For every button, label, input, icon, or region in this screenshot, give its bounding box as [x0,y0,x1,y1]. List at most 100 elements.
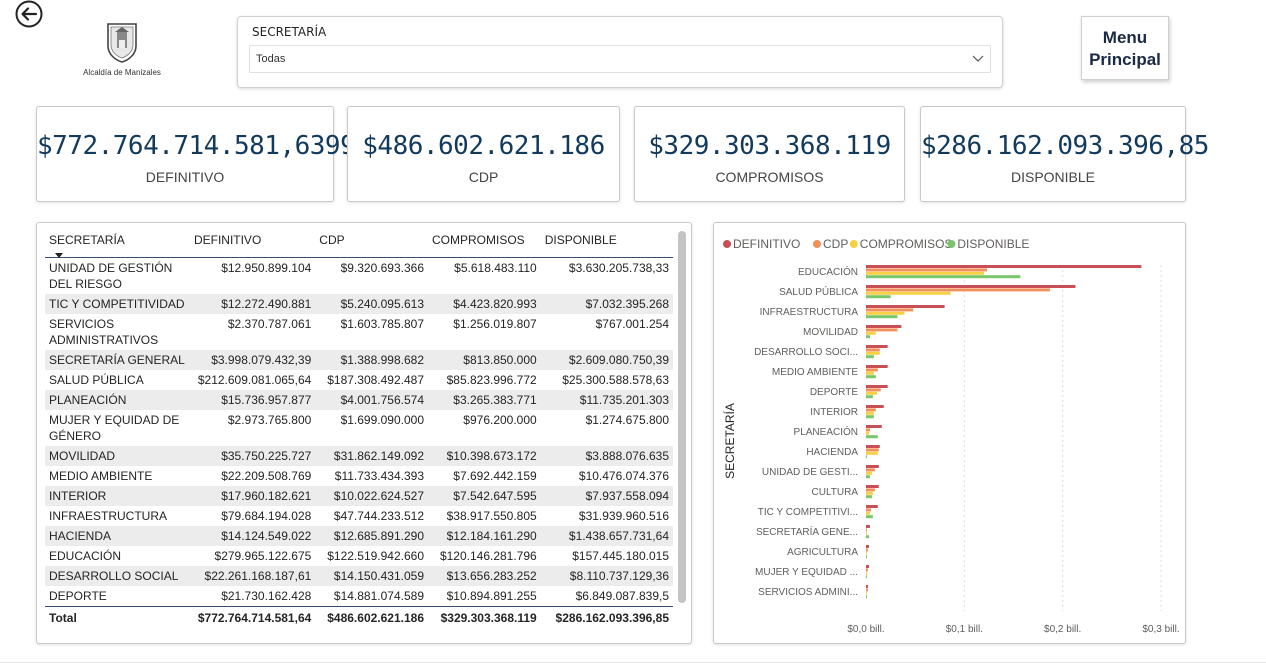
total-label: Total [45,606,190,628]
menu-button-line1: Menu [1102,28,1148,47]
table-row[interactable]: MEDIO AMBIENTE $22.209.508.769 $11.733.434… [45,466,673,486]
bar-cdp [866,308,914,312]
table-cell-value: $1.388.998.682 [315,350,428,370]
bar-disponible [866,415,874,419]
bar-cdp [866,568,868,572]
column-header-definitivo[interactable]: DEFINITIVO [189,231,316,258]
y-tick-label: UNIDAD DE GESTI... [762,467,858,478]
bar-chart: DEFINITIVO CDP COMPROMISOS DISPONIBLE $0,0 b… [722,237,1180,635]
table-scrollbar[interactable] [678,231,686,603]
table-row[interactable]: SECRETARÍA GENERAL $3.998.079.432,39 $1.38… [45,350,673,370]
table-row[interactable]: MUJER Y EQUIDAD DE GÉNERO $2.973.765.800 $… [45,410,673,446]
table-cell-value: $31.862.149.092 [315,446,428,466]
bar-compromisos [866,531,867,535]
table-cell-value: $767.001.254 [595,317,669,331]
table-row[interactable]: EDUCACIÓN $279.965.122.675 $122.519.942.66… [45,546,673,566]
bottom-divider [0,662,1266,663]
table-cell-value: $15.736.957.877 [189,390,316,410]
table-cell-value: $1.699.090.000 [340,413,424,427]
table-row[interactable]: TIC Y COMPETITIVIDAD $12.272.490.881 $5.24… [45,294,673,314]
y-tick-label: MUJER Y EQUIDAD ... [755,567,858,578]
bar-definitivo [866,265,1142,268]
table-cell-secretaria: INFRAESTRUCTURA [49,509,168,523]
bar-compromisos [866,591,867,595]
table-row[interactable]: INFRAESTRUCTURA $79.684.194.028 $47.744.23… [45,506,673,526]
bar-cdp [866,328,898,332]
table-row[interactable]: INTERIOR $17.960.182.621 $10.022.624.527 $7… [45,486,673,506]
kpi-card-compromisos: $329.303.368.119 COMPROMISOS [634,106,905,202]
bar-compromisos [866,491,873,495]
table-row[interactable]: DESARROLLO SOCIAL $22.261.168.187,61 $14.1… [45,566,673,586]
table-cell-value: $10.398.673.172 [428,446,541,466]
bar-compromisos [866,471,872,475]
table-cell-value: $4.423.820.993 [428,294,541,314]
bar-disponible [866,395,873,399]
table-row[interactable]: HACIENDA $14.124.549.022 $12.685.891.290 $1… [45,526,673,546]
column-header-label: SECRETARÍA [49,233,125,247]
slicer-selected-value: Todas [256,53,286,65]
back-arrow-icon[interactable] [14,0,44,30]
bar-disponible [866,455,867,459]
bar-cdp [866,428,870,432]
table-cell-value: $38.917.550.805 [446,509,537,523]
bar-disponible [866,475,870,479]
table-cell-secretaria: SECRETARÍA GENERAL [45,350,190,370]
bar-compromisos [866,411,874,415]
total-value: $486.602.621.186 [315,606,428,628]
table-cell-value: $4.001.756.574 [315,390,428,410]
table-cell-value: $12.184.161.290 [428,526,541,546]
legend-marker [813,240,821,248]
bar-definitivo [866,485,879,488]
total-value: $772.764.714.581,64 [189,606,316,628]
bar-compromisos [866,351,880,355]
bar-disponible [866,295,891,299]
table-row[interactable]: SALUD PÚBLICA $212.609.081.065,64 $187.308… [45,370,673,390]
secretaria-dropdown[interactable]: Todas [249,45,991,73]
legend-marker [849,240,858,248]
table-cell-value: $7.032.395.268 [540,294,673,314]
table-cell-value: $79.684.194.028 [221,509,312,523]
table-cell-value: $12.685.891.290 [315,526,428,546]
y-tick-label: DEPORTE [810,387,858,398]
legend-label: DEFINITIVO [733,237,800,251]
y-tick-label: DESARROLLO SOCI... [754,347,858,358]
bar-cdp [866,368,878,372]
bar-definitivo [866,465,879,468]
table-cell-value: $212.609.081.065,64 [197,373,312,387]
table-cell-value: $17.960.182.621 [189,486,316,506]
table-cell-value: $14.124.549.022 [189,526,316,546]
table-cell-value: $3.265.383.771 [428,390,541,410]
legend-marker [723,240,731,248]
column-header-cdp[interactable]: CDP [315,231,428,258]
column-header-compromisos[interactable]: COMPROMISOS [428,231,541,258]
menu-principal-button[interactable]: Menu Principal [1081,16,1169,80]
bar-disponible [866,535,869,539]
bar-definitivo [866,345,888,348]
bar-definitivo [866,445,880,448]
bar-compromisos [866,551,867,555]
table-row[interactable]: PLANEACIÓN $15.736.957.877 $4.001.756.574 $… [45,390,673,410]
table-cell-value: $120.146.281.796 [439,549,537,563]
table-row[interactable]: MOVILIDAD $35.750.225.727 $31.862.149.092 $… [45,446,673,466]
bar-disponible [866,315,898,319]
table-cell-value: $12.272.490.881 [189,294,316,314]
y-tick-label: PLANEACIÓN [794,425,858,438]
table-row[interactable]: UNIDAD DE GESTIÓN DEL RIESGO $12.950.899.… [45,258,673,295]
y-tick-label: HACIENDA [806,447,858,458]
table-scrollbar-thumb[interactable] [678,231,686,603]
table-cell-value: $976.200.000 [463,413,537,427]
y-tick-label: AGRICULTURA [787,547,858,558]
budget-table: SECRETARÍA DEFINITIVO CDP COMPROMISOS DI… [45,231,673,628]
bar-cdp [866,548,868,552]
table-row[interactable]: DEPORTE $21.730.162.428 $14.881.074.589 $10… [45,586,673,607]
column-header-secretaria[interactable]: SECRETARÍA [45,231,190,258]
budget-table-panel: SECRETARÍA DEFINITIVO CDP COMPROMISOS DI… [36,222,692,644]
bar-disponible [866,375,876,379]
column-header-disponible[interactable]: DISPONIBLE [540,231,673,258]
legend-label: CDP [823,237,848,251]
table-cell-value: $35.750.225.727 [189,446,316,466]
bar-cdp [866,508,871,512]
table-cell-secretaria: TIC Y COMPETITIVIDAD [45,294,190,314]
table-row[interactable]: SERVICIOS ADMINISTRATIVOS $2.370.787.061 $… [45,314,673,350]
column-header-label: CDP [319,233,345,247]
